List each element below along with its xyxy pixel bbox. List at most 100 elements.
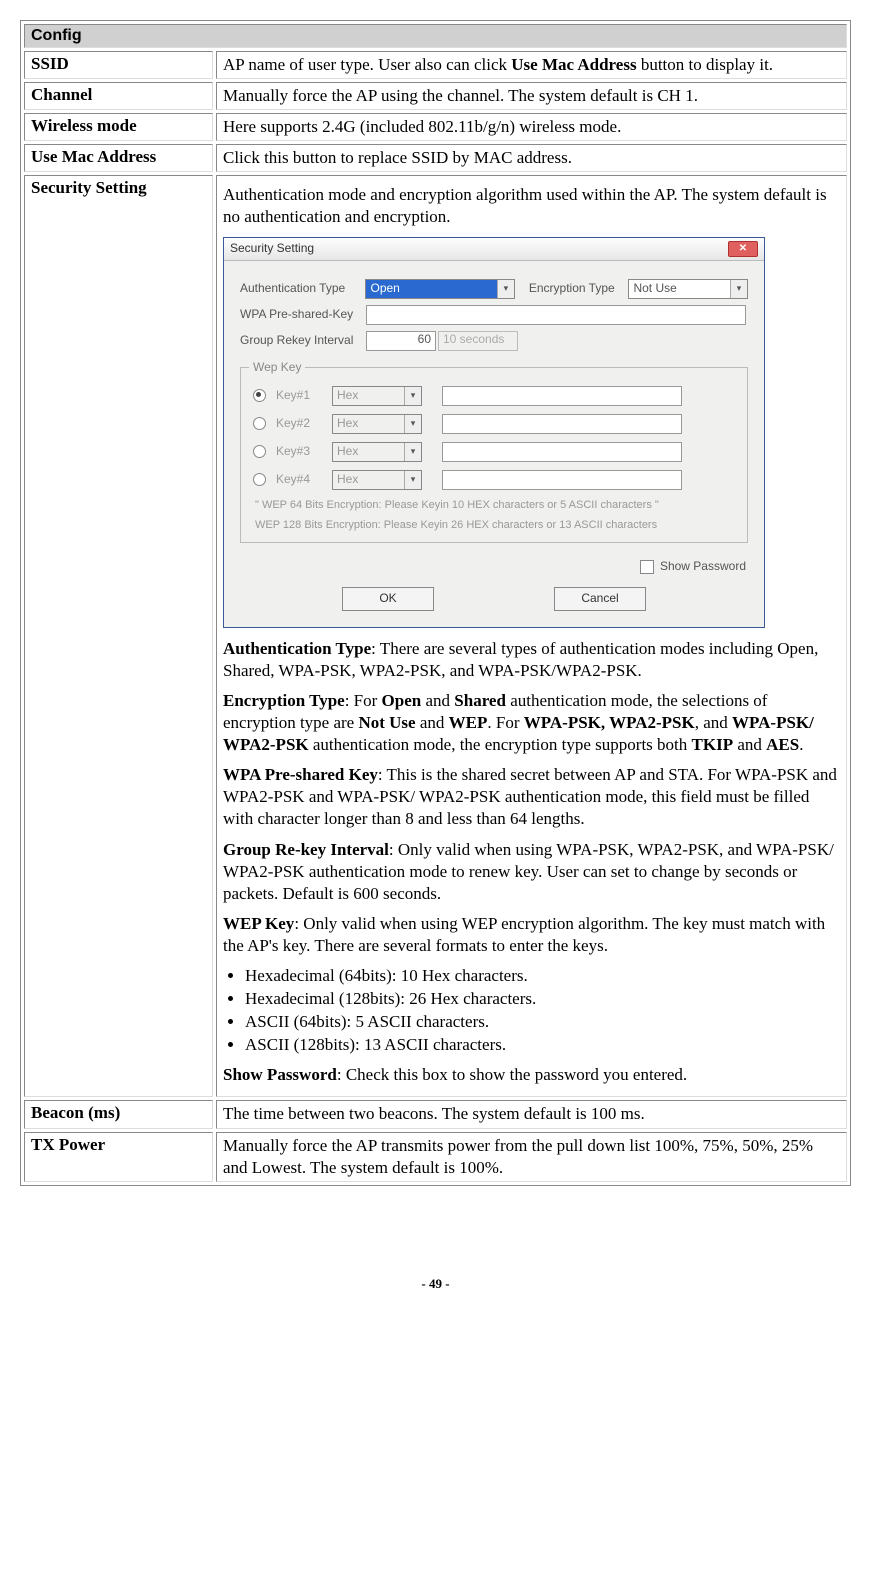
list-item: ASCII (128bits): 13 ASCII characters. [245, 1034, 840, 1056]
enc-t8: and [733, 735, 766, 754]
group-rekey-para: Group Re-key Interval: Only valid when u… [223, 839, 840, 905]
enc-type-value: Not Use [633, 281, 676, 297]
enc-t1: : For [345, 691, 382, 710]
wep-key2-fmt[interactable]: Hex [332, 414, 422, 434]
wep-key3-label: Key#3 [276, 444, 332, 460]
wep-key2-input[interactable] [442, 414, 682, 434]
enc-t4: and [416, 713, 449, 732]
enc-t9: . [799, 735, 803, 754]
channel-desc: Manually force the AP using the channel.… [216, 82, 847, 110]
cancel-button[interactable]: Cancel [554, 587, 646, 611]
group-rekey-unit: 10 seconds [438, 331, 518, 351]
txpower-label: TX Power [24, 1132, 213, 1182]
list-item: Hexadecimal (64bits): 10 Hex characters. [245, 965, 840, 987]
wep-key1-fmt-value: Hex [337, 388, 358, 404]
enc-t7: authentication mode, the encryption type… [309, 735, 692, 754]
wpa-psk-label: WPA Pre-shared-Key [240, 307, 366, 323]
enc-b4: WEP [449, 713, 488, 732]
group-rekey-input[interactable]: 60 [366, 331, 436, 351]
wep-hint-1: " WEP 64 Bits Encryption: Please Keyin 1… [255, 498, 735, 512]
wpa-psk-heading: WPA Pre-shared Key [223, 765, 378, 784]
group-rekey-label: Group Rekey Interval [240, 333, 366, 349]
wpa-psk-para: WPA Pre-shared Key: This is the shared s… [223, 764, 840, 830]
wep-key4-fmt[interactable]: Hex [332, 470, 422, 490]
auth-type-heading: Authentication Type [223, 639, 371, 658]
wep-key2-label: Key#2 [276, 416, 332, 432]
wep-key4-radio[interactable] [253, 473, 266, 486]
wep-key1-label: Key#1 [276, 388, 332, 404]
show-pw-para: Show Password: Check this box to show th… [223, 1064, 840, 1086]
enc-b1: Open [382, 691, 422, 710]
auth-type-para: Authentication Type: There are several t… [223, 638, 840, 682]
security-label: Security Setting [24, 175, 213, 1097]
ok-button[interactable]: OK [342, 587, 434, 611]
wep-key1-input[interactable] [442, 386, 682, 406]
enc-type-label: Encryption Type [529, 281, 629, 297]
chevron-down-icon [404, 471, 421, 489]
show-pw-text: : Check this box to show the password yo… [337, 1065, 687, 1084]
list-item: ASCII (64bits): 5 ASCII characters. [245, 1011, 840, 1033]
wpa-psk-input[interactable] [366, 305, 746, 325]
show-password-checkbox[interactable] [640, 560, 654, 574]
wep-legend: Wep Key [249, 360, 305, 376]
enc-b8: AES [766, 735, 799, 754]
enc-type-para: Encryption Type: For Open and Shared aut… [223, 690, 840, 756]
wep-key4-input[interactable] [442, 470, 682, 490]
enc-b7: TKIP [692, 735, 734, 754]
page-number: - 49 - [20, 1276, 851, 1292]
show-password-row: Show Password [240, 559, 746, 575]
wep-key3-fmt[interactable]: Hex [332, 442, 422, 462]
enc-b2: Shared [454, 691, 506, 710]
channel-label: Channel [24, 82, 213, 110]
txpower-desc: Manually force the AP transmits power fr… [216, 1132, 847, 1182]
dialog-title: Security Setting [230, 241, 314, 257]
enc-type-dropdown[interactable]: Not Use [628, 279, 748, 299]
wep-key1-fmt[interactable]: Hex [332, 386, 422, 406]
wep-key-para: WEP Key: Only valid when using WEP encry… [223, 913, 840, 957]
dialog-body: Authentication Type Open Encryption Type… [224, 261, 764, 627]
enc-b5: WPA-PSK, WPA2-PSK [524, 713, 695, 732]
ssid-desc-bold: Use Mac Address [511, 55, 636, 74]
enc-b3: Not Use [358, 713, 415, 732]
list-item: Hexadecimal (128bits): 26 Hex characters… [245, 988, 840, 1010]
security-dialog: Security Setting ✕ Authentication Type O… [223, 237, 765, 628]
wep-key3-fmt-value: Hex [337, 444, 358, 460]
wep-key-heading: WEP Key [223, 914, 294, 933]
wep-key2-fmt-value: Hex [337, 416, 358, 432]
enc-t2: and [421, 691, 454, 710]
ssid-desc-pre: AP name of user type. User also can clic… [223, 55, 511, 74]
wep-key4-fmt-value: Hex [337, 472, 358, 488]
ssid-label: SSID [24, 51, 213, 79]
chevron-down-icon [404, 415, 421, 433]
wep-key-text: : Only valid when using WEP encryption a… [223, 914, 825, 955]
wireless-mode-desc: Here supports 2.4G (included 802.11b/g/n… [216, 113, 847, 141]
wep-key4-label: Key#4 [276, 472, 332, 488]
wep-key-group: Wep Key Key#1 Hex Key#2 Hex [240, 367, 748, 544]
config-table: Config SSID AP name of user type. User a… [20, 20, 851, 1186]
security-content: Authentication mode and encryption algor… [216, 175, 847, 1097]
chevron-down-icon [404, 443, 421, 461]
beacon-label: Beacon (ms) [24, 1100, 213, 1128]
chevron-down-icon [404, 387, 421, 405]
auth-type-label: Authentication Type [240, 281, 365, 297]
wep-key3-input[interactable] [442, 442, 682, 462]
ssid-desc-post: button to display it. [637, 55, 773, 74]
wep-key2-radio[interactable] [253, 417, 266, 430]
dialog-titlebar: Security Setting ✕ [224, 238, 764, 261]
enc-t6: , and [695, 713, 732, 732]
chevron-down-icon [497, 280, 514, 298]
config-header: Config [24, 24, 847, 48]
beacon-desc: The time between two beacons. The system… [216, 1100, 847, 1128]
use-mac-desc: Click this button to replace SSID by MAC… [216, 144, 847, 172]
enc-type-heading: Encryption Type [223, 691, 345, 710]
ssid-desc: AP name of user type. User also can clic… [216, 51, 847, 79]
auth-type-value: Open [370, 281, 399, 297]
security-intro: Authentication mode and encryption algor… [223, 184, 840, 228]
wep-key1-radio[interactable] [253, 389, 266, 402]
close-icon[interactable]: ✕ [728, 241, 758, 257]
wep-formats-list: Hexadecimal (64bits): 10 Hex characters.… [223, 965, 840, 1056]
wep-key3-radio[interactable] [253, 445, 266, 458]
wep-hint-2: WEP 128 Bits Encryption: Please Keyin 26… [255, 518, 735, 532]
enc-t5: . For [487, 713, 523, 732]
auth-type-dropdown[interactable]: Open [365, 279, 514, 299]
